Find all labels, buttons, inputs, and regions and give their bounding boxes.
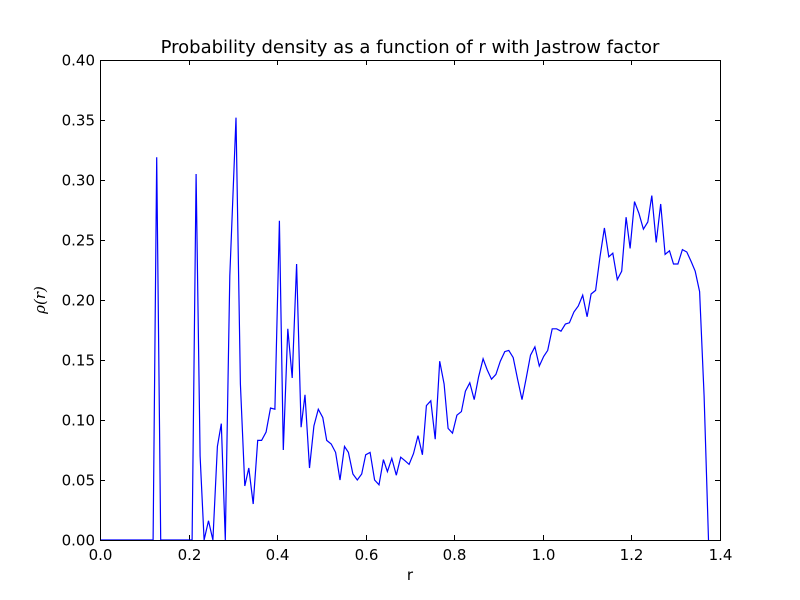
y-axis: 0.00 0.05 0.10 0.15 0.20 0.25 0.30 0.35 0.40: [62, 52, 720, 550]
x-axis-label: r: [407, 566, 414, 584]
plot-frame: [100, 60, 721, 541]
x-tick-label: 1.4: [709, 546, 733, 564]
y-tick-label: 0.15: [62, 352, 95, 370]
y-tick-label: 0.10: [62, 412, 95, 430]
x-axis: 0.0 0.2 0.4 0.6 0.8 1.0 1.2 1.4: [89, 60, 733, 564]
chart-title: Probability density as a function of r w…: [161, 37, 660, 58]
y-tick-label: 0.40: [62, 52, 95, 70]
x-tick-label: 0.0: [89, 546, 113, 564]
x-tick-label: 0.2: [178, 546, 202, 564]
series-line: [100, 117, 710, 541]
y-tick-label: 0.00: [62, 532, 95, 550]
y-tick-label: 0.25: [62, 232, 95, 250]
x-tick-label: 1.2: [620, 546, 644, 564]
y-tick-label: 0.35: [62, 112, 95, 130]
y-tick-label: 0.05: [62, 472, 95, 490]
y-tick-label: 0.20: [62, 292, 95, 310]
y-axis-label: ρ(r): [31, 286, 49, 315]
x-tick-label: 0.6: [355, 546, 379, 564]
x-tick-label: 0.4: [266, 546, 290, 564]
x-tick-label: 1.0: [532, 546, 556, 564]
x-tick-label: 0.8: [443, 546, 467, 564]
y-tick-label: 0.30: [62, 172, 95, 190]
